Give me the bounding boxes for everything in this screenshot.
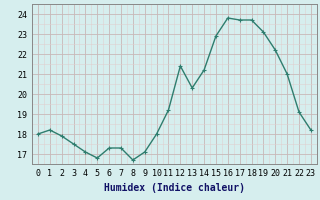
X-axis label: Humidex (Indice chaleur): Humidex (Indice chaleur) — [104, 183, 245, 193]
